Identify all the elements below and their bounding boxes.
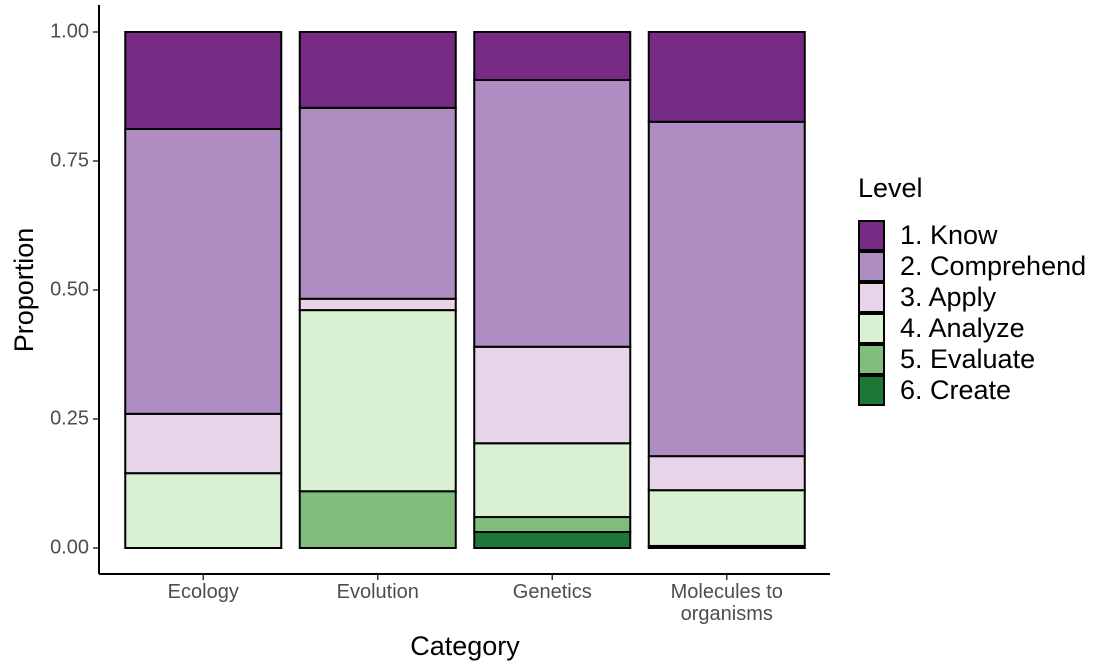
bar-segment [473, 442, 632, 519]
legend-swatch [858, 220, 885, 251]
legend-label: 3. Apply [900, 282, 997, 312]
legend-title: Level [858, 173, 923, 203]
legend-swatch [858, 344, 885, 375]
y-tick-label: 0.75 [50, 149, 89, 171]
x-tick-label: Ecology [167, 581, 239, 603]
bar-segment [298, 31, 457, 109]
bar-segment [473, 78, 632, 348]
legend-label: 6. Create [900, 375, 1011, 405]
legend-label: 1. Know [900, 220, 998, 250]
legend-swatch [858, 251, 885, 282]
legend-label: 2. Comprehend [900, 251, 1086, 281]
x-tick-label: Evolution [336, 581, 419, 603]
legend-swatch [858, 375, 885, 406]
x-tick-label: Genetics [512, 581, 592, 603]
x-axis-title: Category [410, 631, 520, 661]
bar-segment [298, 297, 457, 312]
y-tick-label: 0.50 [50, 278, 89, 300]
bar-segment [124, 31, 283, 131]
bar-segment [298, 490, 457, 549]
y-tick-label: 0.25 [50, 407, 89, 429]
bar-segment [647, 455, 806, 492]
bar-segment [124, 412, 283, 475]
y-tick-label: 1.00 [50, 20, 89, 42]
bar-segment [647, 489, 806, 547]
bar-segment [298, 309, 457, 493]
y-axis-title: Proportion [9, 228, 39, 353]
x-tick-label: Molecules to organisms [670, 581, 783, 625]
bar-segment [124, 128, 283, 415]
legend-swatch [858, 313, 885, 344]
bar-segment [473, 31, 632, 81]
bar-segment [473, 531, 632, 550]
bar-segment [298, 106, 457, 300]
bar-segment [647, 31, 806, 123]
bar-segment [124, 472, 283, 549]
bar-segment [473, 516, 632, 534]
bar-segment [473, 345, 632, 445]
y-tick-label: 0.00 [50, 536, 89, 558]
legend-swatch [858, 282, 885, 313]
legend-label: 4. Analyze [900, 313, 1025, 343]
legend-label: 5. Evaluate [900, 344, 1035, 374]
bar-segment [647, 120, 806, 458]
